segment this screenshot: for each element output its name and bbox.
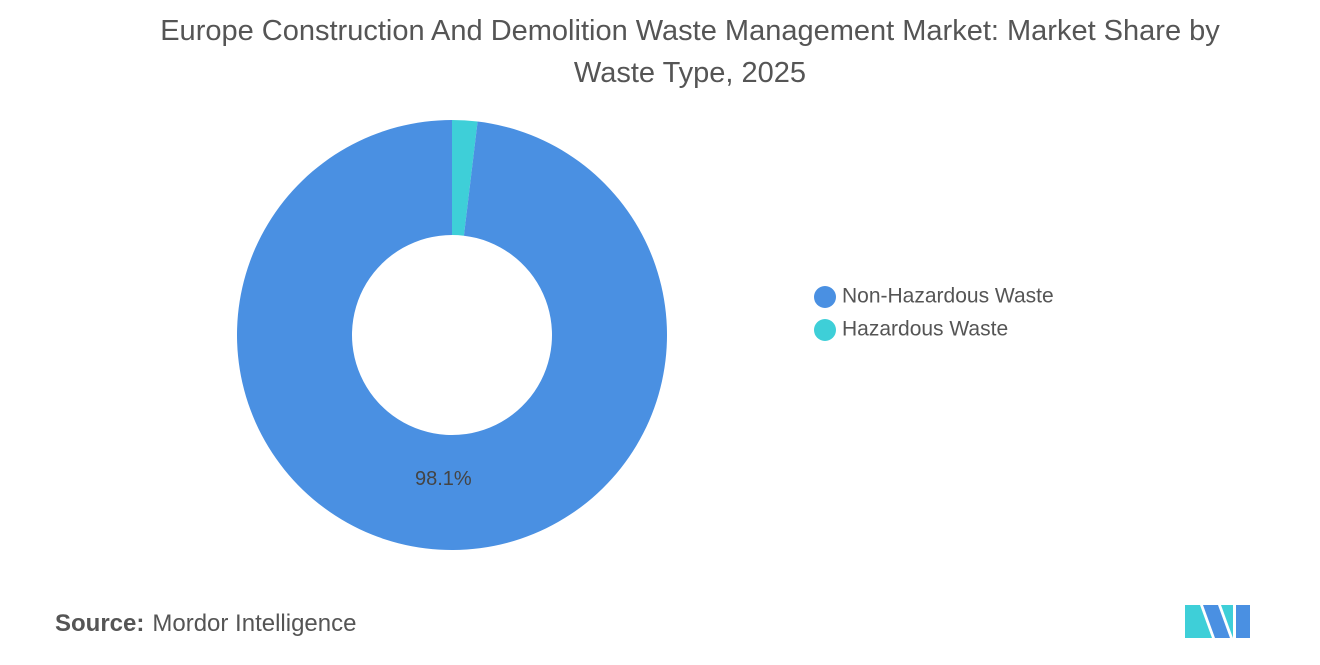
source: Source: Mordor Intelligence [55,610,356,638]
legend-label: Non-Hazardous Waste [842,285,1054,308]
donut-slice [237,120,668,550]
donut-slice [452,120,478,236]
logo [1185,605,1250,638]
source-text: Mordor Intelligence [152,610,357,637]
legend-label: Hazardous Waste [842,318,1008,341]
chart-title: Europe Construction And Demolition Waste… [160,15,1220,89]
value-label: 98.1% [415,468,472,490]
source-label: Source: [55,610,145,637]
legend-marker [814,319,836,341]
legend-marker [814,286,836,308]
